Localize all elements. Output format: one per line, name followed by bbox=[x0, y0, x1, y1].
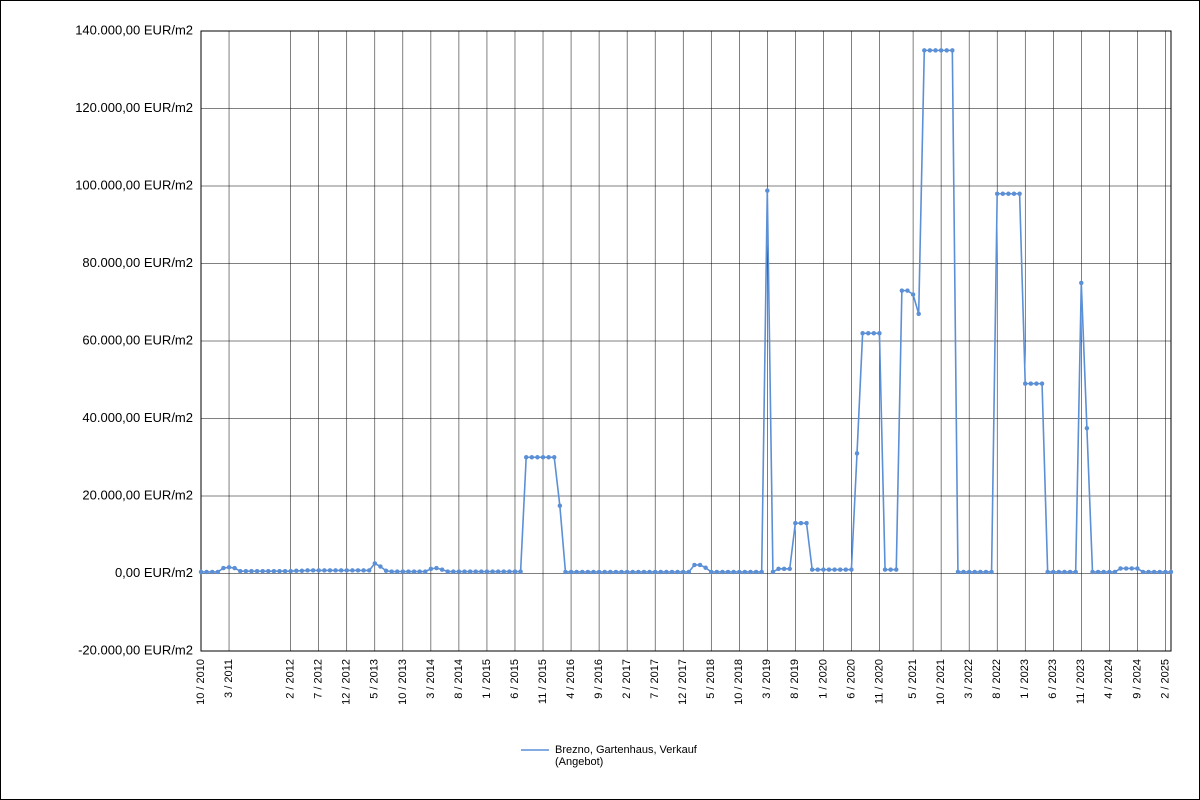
x-tick-label: 4 / 2016 bbox=[565, 659, 577, 699]
x-tick-label: 10 / 2013 bbox=[397, 659, 409, 705]
x-tick-label: 2 / 2025 bbox=[1159, 659, 1171, 699]
x-tick-label: 3 / 2011 bbox=[223, 659, 235, 698]
x-tick-label: 9 / 2016 bbox=[593, 659, 605, 699]
x-tick-label: 10 / 2021 bbox=[935, 659, 947, 705]
x-tick-label: 9 / 2024 bbox=[1131, 659, 1143, 699]
x-tick-label: 5 / 2021 bbox=[907, 659, 919, 699]
x-tick-label: 3 / 2022 bbox=[963, 659, 975, 699]
y-tick-label: 20.000,00 EUR/m2 bbox=[82, 487, 193, 502]
y-tick-label: 120.000,00 EUR/m2 bbox=[75, 100, 193, 115]
x-tick-label: 10 / 2010 bbox=[195, 659, 207, 705]
y-tick-label: 40.000,00 EUR/m2 bbox=[82, 410, 193, 425]
y-tick-label: 0,00 EUR/m2 bbox=[115, 565, 193, 580]
legend-label: (Angebot) bbox=[555, 756, 603, 768]
chart-container: -20.000,00 EUR/m2 0,00 EUR/m2 20.000,00 EU… bbox=[0, 0, 1200, 800]
x-tick-label: 1 / 2023 bbox=[1019, 659, 1031, 699]
x-tick-label: 8 / 2014 bbox=[453, 659, 465, 699]
x-tick-label: 11 / 2020 bbox=[873, 659, 885, 704]
x-tick-label: 2 / 2017 bbox=[621, 659, 633, 699]
y-tick-label: 80.000,00 EUR/m2 bbox=[82, 255, 193, 270]
x-tick-label: 12 / 2017 bbox=[677, 659, 689, 705]
x-tick-label: 8 / 2019 bbox=[789, 659, 801, 699]
x-tick-label: 5 / 2013 bbox=[369, 659, 381, 699]
x-tick-label: 1 / 2015 bbox=[481, 659, 493, 699]
x-tick-label: 8 / 2022 bbox=[991, 659, 1003, 699]
x-tick-label: 5 / 2018 bbox=[705, 659, 717, 699]
x-tick-label: 7 / 2017 bbox=[649, 659, 661, 699]
x-tick-label: 10 / 2018 bbox=[733, 659, 745, 705]
line-chart: -20.000,00 EUR/m2 0,00 EUR/m2 20.000,00 EU… bbox=[1, 1, 1200, 800]
x-tick-label: 11 / 2015 bbox=[537, 659, 549, 704]
x-tick-label: 11 / 2023 bbox=[1075, 659, 1087, 704]
grid-horizontal: -20.000,00 EUR/m2 0,00 EUR/m2 20.000,00 EU… bbox=[75, 22, 1171, 657]
legend: Brezno, Gartenhaus, Verkauf(Angebot) bbox=[521, 744, 698, 768]
x-tick-label: 2 / 2012 bbox=[285, 659, 297, 699]
legend-label: Brezno, Gartenhaus, Verkauf bbox=[555, 744, 698, 756]
data-line bbox=[201, 50, 1171, 572]
x-tick-label: 6 / 2023 bbox=[1047, 659, 1059, 699]
x-tick-label: 1 / 2020 bbox=[817, 659, 829, 699]
y-tick-label: 60.000,00 EUR/m2 bbox=[82, 332, 193, 347]
x-tick-label: 3 / 2019 bbox=[761, 659, 773, 699]
x-tick-label: 6 / 2015 bbox=[509, 659, 521, 699]
data-markers bbox=[199, 48, 1173, 574]
x-tick-label: 4 / 2024 bbox=[1103, 659, 1115, 699]
x-tick-label: 6 / 2020 bbox=[845, 659, 857, 699]
y-tick-label: -20.000,00 EUR/m2 bbox=[78, 642, 193, 657]
y-tick-label: 140.000,00 EUR/m2 bbox=[75, 22, 193, 37]
x-tick-label: 12 / 2012 bbox=[341, 659, 353, 705]
x-tick-label: 3 / 2014 bbox=[425, 659, 437, 699]
y-tick-label: 100.000,00 EUR/m2 bbox=[75, 177, 193, 192]
x-tick-label: 7 / 2012 bbox=[313, 659, 325, 699]
